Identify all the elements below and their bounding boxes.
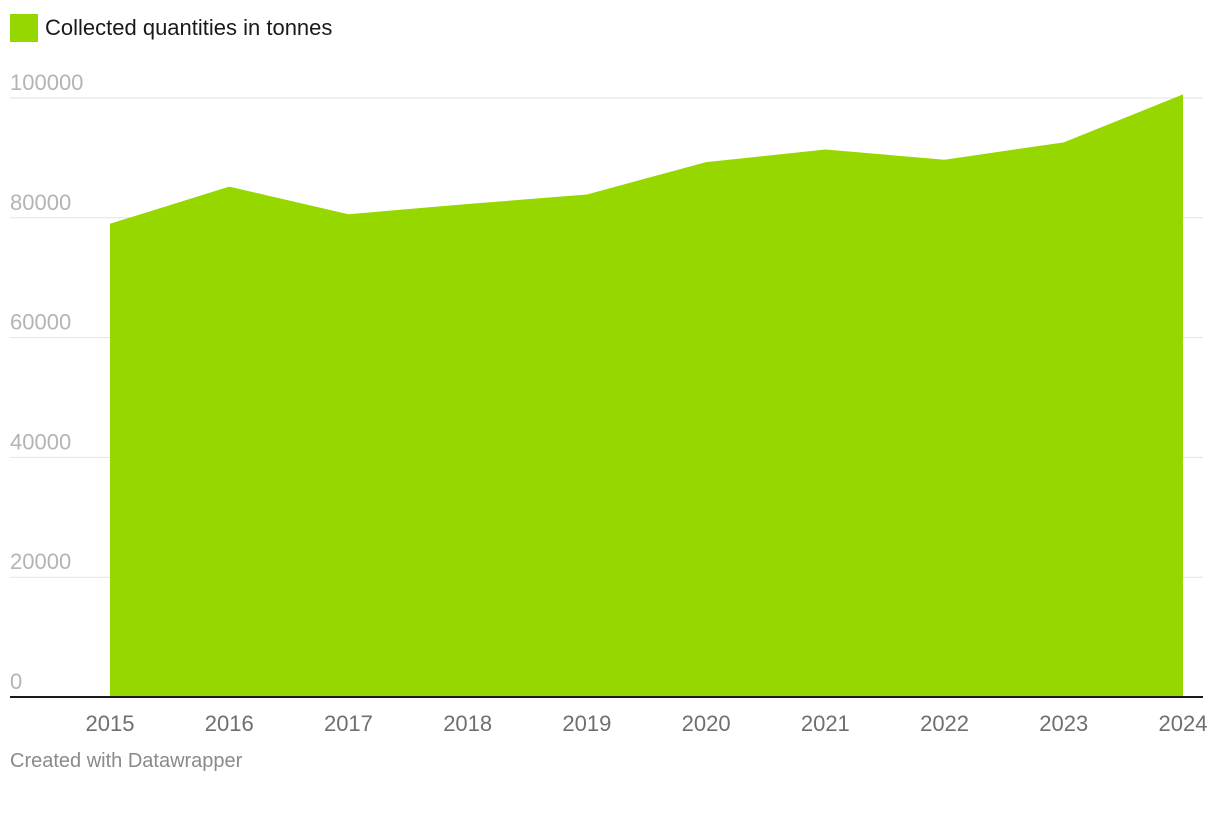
legend: Collected quantities in tonnes: [10, 14, 332, 42]
y-tick-label-80000: 80000: [10, 190, 71, 215]
x-tick-label-2017: 2017: [324, 711, 373, 736]
credit-text[interactable]: Created with Datawrapper: [10, 750, 243, 772]
legend-swatch: [10, 14, 38, 42]
y-tick-label-100000: 100000: [10, 70, 83, 95]
x-tick-label-2015: 2015: [86, 711, 135, 736]
y-tick-label-40000: 40000: [10, 429, 71, 454]
x-tick-label-2023: 2023: [1039, 711, 1088, 736]
y-tick-label-0: 0: [10, 669, 22, 694]
x-tick-label-2021: 2021: [801, 711, 850, 736]
area-series-0: [110, 94, 1183, 697]
x-tick-label-2019: 2019: [562, 711, 611, 736]
y-tick-label-20000: 20000: [10, 549, 71, 574]
y-tick-label-60000: 60000: [10, 310, 71, 335]
x-tick-label-2018: 2018: [443, 711, 492, 736]
x-tick-label-2024: 2024: [1159, 711, 1208, 736]
x-tick-label-2016: 2016: [205, 711, 254, 736]
x-tick-label-2022: 2022: [920, 711, 969, 736]
legend-label: Collected quantities in tonnes: [45, 15, 333, 40]
x-tick-label-2020: 2020: [682, 711, 731, 736]
